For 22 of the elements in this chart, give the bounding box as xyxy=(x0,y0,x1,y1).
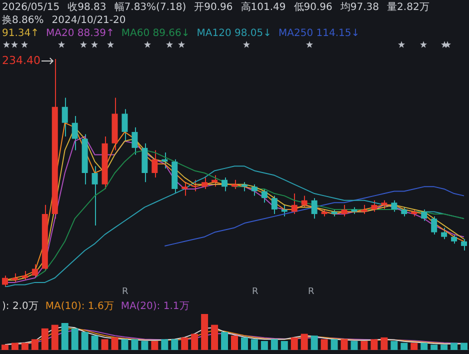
text: MA(10): 1.6万 xyxy=(45,300,114,312)
text: 2026/05/15 xyxy=(2,1,60,14)
text: 收98.83 xyxy=(68,1,106,14)
annotation: 234.40 xyxy=(2,54,40,67)
annotation: R xyxy=(252,287,258,297)
text: MA20 88.39↑ xyxy=(46,28,114,39)
annotation: R xyxy=(122,287,128,297)
text: 91.34↑ xyxy=(2,28,40,39)
annotation: R xyxy=(308,287,314,297)
text: 均97.38 xyxy=(340,1,380,14)
text: 2024/10/21-20 xyxy=(52,14,126,27)
text: 开90.96 xyxy=(194,1,233,14)
text: 幅7.83%(7.18) xyxy=(114,1,186,14)
text: MA60 89.66↓ xyxy=(121,28,190,39)
text: MA120 98.05↓ xyxy=(196,28,272,39)
text: 高101.49 xyxy=(240,1,286,14)
text: ): 2.0万 xyxy=(2,300,38,312)
text: 换8.86% xyxy=(2,14,44,27)
text: MA(20): 1.1万 xyxy=(120,300,190,312)
text: MA250 114.15↓ xyxy=(278,28,360,39)
text: 低90.96 xyxy=(294,1,332,14)
text: 量2.82万 xyxy=(387,1,430,14)
